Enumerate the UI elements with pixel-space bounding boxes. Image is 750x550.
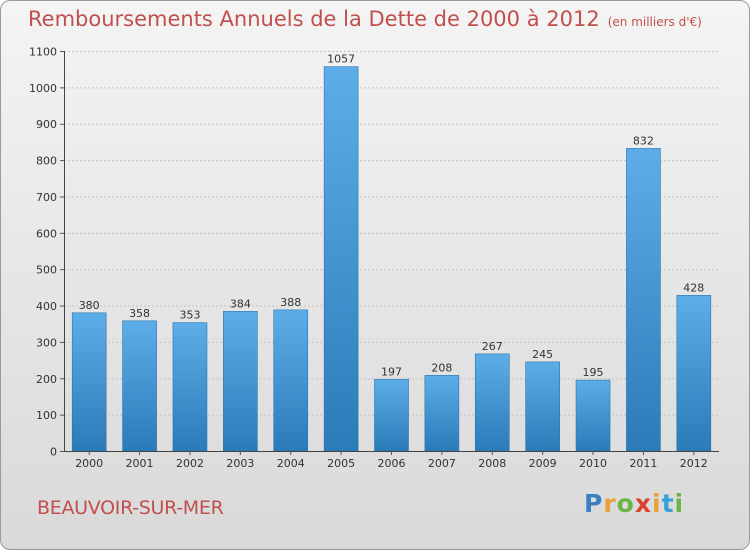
x-tick-label: 2009 (529, 457, 557, 470)
bar-value-label: 197 (381, 365, 402, 378)
bar-value-label: 380 (79, 299, 100, 312)
y-tick-label: 200 (36, 373, 57, 386)
y-tick-label: 400 (36, 300, 57, 313)
bar-value-label: 208 (431, 361, 452, 374)
bar-value-label: 353 (179, 309, 200, 322)
bar (626, 148, 661, 452)
logo-letter: P (584, 489, 604, 518)
chart-title-text: Remboursements Annuels de la Dette de 20… (28, 7, 600, 31)
x-tick-label: 2005 (327, 457, 355, 470)
x-tick-label: 2008 (478, 457, 506, 470)
logo-letter: o (616, 489, 635, 518)
x-tick-label: 2001 (126, 457, 154, 470)
bar-value-label: 245 (532, 348, 553, 361)
y-tick-label: 700 (36, 191, 57, 204)
logo-letter: r (603, 489, 617, 518)
x-tick-label: 2002 (176, 457, 204, 470)
x-axis-ticks: 2000 2001 2002 2003 2004 2005 2006 2007 2008 2009… (75, 451, 708, 470)
bar (122, 320, 157, 452)
proxiti-logo: Proxiti (584, 489, 684, 518)
logo-letter: i (652, 489, 662, 518)
bar (575, 379, 611, 452)
y-tick-label: 900 (36, 118, 57, 131)
bar-value-label: 267 (482, 340, 503, 353)
bar-value-label: 1057 (327, 53, 355, 66)
commune-name: BEAUVOIR-SUR-MER (37, 497, 224, 519)
x-tick-label: 2003 (226, 457, 254, 470)
x-tick-label: 2007 (428, 457, 456, 470)
bar-value-label: 358 (129, 307, 150, 320)
logo-letter: i (674, 489, 685, 518)
bar (323, 66, 359, 452)
chart-title: Remboursements Annuels de la Dette de 20… (28, 7, 702, 31)
y-tick-label: 1100 (29, 46, 57, 59)
bar-value-label: 195 (583, 366, 604, 379)
bar (525, 361, 560, 452)
x-tick-label: 2006 (378, 457, 406, 470)
bar (172, 322, 208, 452)
y-tick-label: 300 (36, 336, 57, 349)
bar-value-label: 428 (683, 281, 704, 294)
y-tick-label: 0 (50, 446, 57, 459)
y-tick-label: 100 (36, 409, 57, 422)
bar (474, 353, 510, 452)
logo-letter: x (634, 489, 652, 518)
x-tick-label: 2010 (579, 457, 607, 470)
chart-subtitle: (en milliers d'€) (607, 15, 702, 29)
bar (374, 379, 409, 452)
logo-letter: t (661, 489, 675, 518)
x-tick-label: 2004 (277, 457, 305, 470)
bar (676, 295, 712, 452)
y-tick-label: 800 (36, 155, 57, 168)
y-tick-label: 600 (36, 227, 57, 240)
bar-value-label: 388 (280, 296, 301, 309)
x-tick-label: 2000 (75, 457, 103, 470)
y-tick-label: 1000 (29, 82, 57, 95)
bar (223, 311, 258, 452)
x-tick-label: 2012 (680, 457, 708, 470)
x-tick-label: 2011 (629, 457, 657, 470)
bar-value-label: 832 (633, 134, 654, 147)
y-axis-ticks: 0 100 200 300 400 500 600 700 800 900 1000 1100 (29, 46, 64, 459)
bar (71, 312, 107, 452)
bar-value-label: 384 (230, 297, 251, 310)
bar (273, 309, 309, 452)
bars: 380 358 353 384 388 1057 197 208 267 245 195 832 428 (71, 53, 712, 452)
y-tick-label: 500 (36, 264, 57, 277)
bar (424, 375, 460, 452)
